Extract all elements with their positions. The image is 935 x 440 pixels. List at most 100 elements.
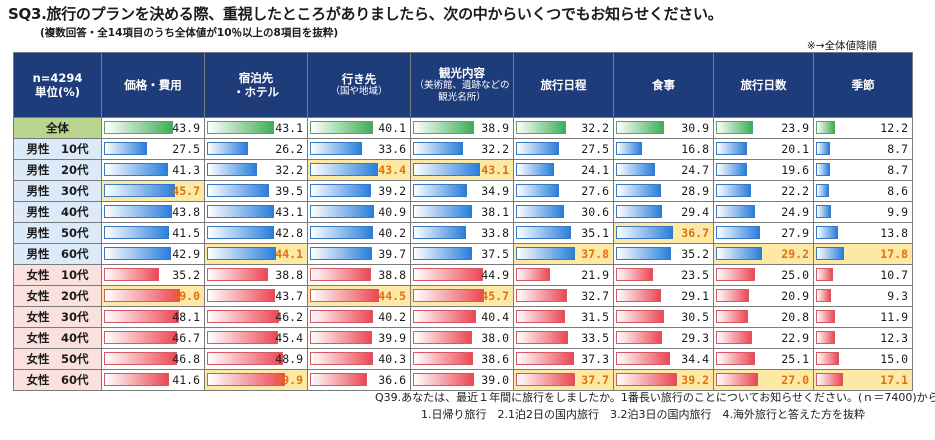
value-bar <box>616 142 643 155</box>
value-bar <box>413 226 466 239</box>
value-bar <box>716 226 760 239</box>
value-bar <box>310 184 372 197</box>
footnote-line-1: Q39.あなたは、最近１年間に旅行をしましたか。1番長い旅行のことについてお知ら… <box>375 391 935 404</box>
data-cell: 32.7 <box>513 285 614 307</box>
data-cell: 42.9 <box>101 243 205 265</box>
row-label: 男性 10代 <box>13 138 102 160</box>
value-label: 32.2 <box>581 121 609 135</box>
data-cell: 49.9 <box>204 369 308 391</box>
data-cell: 13.8 <box>813 222 913 244</box>
value-label: 33.8 <box>481 226 509 240</box>
value-label: 37.8 <box>581 247 609 261</box>
value-label: 29.4 <box>681 205 709 219</box>
value-bar <box>616 331 662 344</box>
value-label: 42.9 <box>172 247 200 261</box>
value-label: 20.1 <box>781 142 809 156</box>
value-bar <box>816 163 830 176</box>
value-bar <box>310 268 371 281</box>
row-label: 女性 60代 <box>13 369 102 391</box>
value-label: 16.8 <box>681 142 709 156</box>
data-cell: 34.9 <box>410 180 514 202</box>
data-cell: 29.3 <box>613 327 714 349</box>
value-bar <box>104 205 173 218</box>
data-cell: 9.9 <box>813 201 913 223</box>
value-label: 40.4 <box>481 310 509 324</box>
table-row: 男性 20代 41.3 32.2 43.4 43.1 24.1 24.7 19.6 8.7 <box>13 159 913 181</box>
value-label: 38.1 <box>481 205 509 219</box>
data-cell: 20.9 <box>713 285 814 307</box>
value-bar <box>104 184 176 197</box>
data-cell: 44.5 <box>307 285 411 307</box>
value-label: 44.9 <box>481 268 509 282</box>
value-label: 46.8 <box>172 352 200 366</box>
value-label: 38.9 <box>481 121 509 135</box>
value-bar <box>516 163 554 176</box>
value-bar <box>207 373 285 386</box>
corner-header: n=4294 単位(%) <box>13 52 102 118</box>
data-cell: 17.8 <box>813 243 913 265</box>
value-bar <box>413 373 474 386</box>
value-bar <box>516 205 564 218</box>
column-header-label: 旅行日数 <box>740 78 787 92</box>
column-header-destination: 行き先 （国や地域） <box>307 52 411 118</box>
value-bar <box>616 205 662 218</box>
value-label: 10.7 <box>880 268 908 282</box>
value-label: 40.9 <box>378 205 406 219</box>
data-cell: 43.4 <box>307 159 411 181</box>
data-cell: 39.7 <box>307 243 411 265</box>
value-label: 45.7 <box>481 289 509 303</box>
data-cell: 37.8 <box>513 243 614 265</box>
column-header-days: 旅行日数 <box>713 52 814 118</box>
value-bar <box>310 310 373 323</box>
value-bar <box>816 268 833 281</box>
header-row: n=4294 単位(%) 価格・費用 宿泊先 ・ホテル 行き先 （国や地域） 観光内… <box>13 52 913 118</box>
value-bar <box>816 331 836 344</box>
table-row: 女性 50代 46.8 48.9 40.3 38.6 37.3 34.4 25.1 15.0 <box>13 348 913 370</box>
value-label: 20.9 <box>781 289 809 303</box>
value-label: 24.1 <box>581 163 609 177</box>
value-bar <box>816 289 831 302</box>
table-row: 女性 60代 41.6 49.9 36.6 39.0 37.7 39.2 27.0 17.1 <box>13 369 913 391</box>
results-table: n=4294 単位(%) 価格・費用 宿泊先 ・ホテル 行き先 （国や地域） 観光内… <box>13 52 913 391</box>
value-label: 21.9 <box>581 268 609 282</box>
value-label: 29.2 <box>781 247 809 261</box>
data-cell: 40.1 <box>307 117 411 139</box>
value-bar <box>413 247 472 260</box>
value-bar <box>310 352 373 365</box>
value-label: 43.1 <box>275 205 303 219</box>
data-cell: 30.6 <box>513 201 614 223</box>
value-bar <box>816 226 838 239</box>
value-label: 48.1 <box>172 310 200 324</box>
row-label: 女性 40代 <box>13 327 102 349</box>
data-cell: 38.9 <box>410 117 514 139</box>
data-cell: 29.1 <box>613 285 714 307</box>
data-cell: 41.5 <box>101 222 205 244</box>
data-cell: 35.2 <box>101 264 205 286</box>
data-cell: 38.8 <box>204 264 308 286</box>
value-label: 34.9 <box>481 184 509 198</box>
value-label: 27.0 <box>781 373 809 387</box>
data-cell: 40.9 <box>307 201 411 223</box>
data-cell: 25.0 <box>713 264 814 286</box>
value-bar <box>616 352 670 365</box>
value-bar <box>104 121 173 134</box>
value-bar <box>310 163 378 176</box>
data-cell: 15.0 <box>813 348 913 370</box>
data-cell: 28.9 <box>613 180 714 202</box>
value-bar <box>716 247 762 260</box>
value-label: 35.1 <box>581 226 609 240</box>
data-cell: 46.8 <box>101 348 205 370</box>
table-row: 女性 40代 46.7 45.4 39.9 38.0 33.5 29.3 22.9 12.3 <box>13 327 913 349</box>
data-cell: 27.9 <box>713 222 814 244</box>
value-bar <box>207 289 276 302</box>
data-cell: 43.1 <box>410 159 514 181</box>
value-label: 8.6 <box>887 184 908 198</box>
value-label: 43.4 <box>378 163 406 177</box>
data-cell: 35.2 <box>613 243 714 265</box>
row-label: 女性 10代 <box>13 264 102 286</box>
value-label: 46.7 <box>172 331 200 345</box>
value-bar <box>716 205 755 218</box>
value-label: 9.3 <box>887 289 908 303</box>
data-cell: 40.2 <box>307 306 411 328</box>
value-bar <box>616 121 665 134</box>
